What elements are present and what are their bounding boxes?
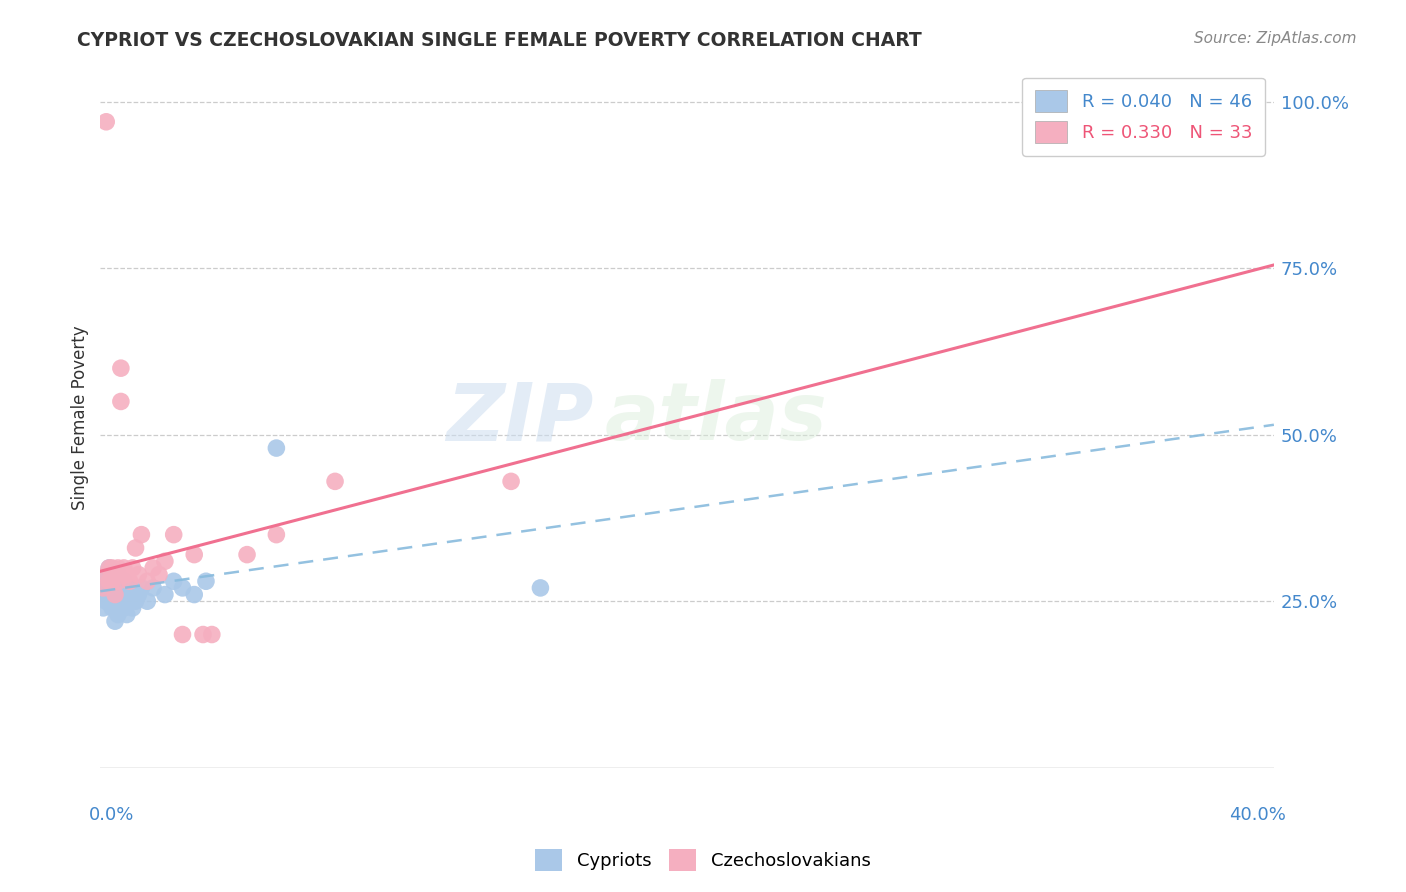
Point	[501, 475, 523, 489]
Point	[112, 588, 135, 602]
Text: 40.0%: 40.0%	[1229, 806, 1285, 824]
Point	[104, 600, 127, 615]
Text: 0.0%: 0.0%	[89, 806, 134, 824]
Point	[112, 574, 135, 589]
Legend: R = 0.040   N = 46, R = 0.330   N = 33: R = 0.040 N = 46, R = 0.330 N = 33	[1022, 78, 1265, 156]
Point	[124, 541, 146, 555]
Point	[91, 574, 114, 589]
Point	[153, 554, 176, 568]
Point	[91, 581, 114, 595]
Point	[323, 475, 346, 489]
Point	[118, 581, 141, 595]
Point	[101, 600, 124, 615]
Point	[96, 567, 118, 582]
Point	[118, 574, 141, 589]
Point	[124, 594, 146, 608]
Point	[101, 588, 124, 602]
Point	[104, 588, 127, 602]
Point	[172, 627, 194, 641]
Point	[98, 574, 121, 589]
Point	[104, 588, 127, 602]
Point	[201, 627, 224, 641]
Point	[131, 581, 153, 595]
Text: atlas: atlas	[605, 379, 828, 457]
Point	[136, 594, 159, 608]
Point	[110, 574, 132, 589]
Point	[172, 581, 194, 595]
Text: ZIP: ZIP	[446, 379, 593, 457]
Point	[266, 441, 288, 455]
Point	[98, 594, 121, 608]
Point	[107, 567, 129, 582]
Point	[104, 567, 127, 582]
Point	[148, 567, 170, 582]
Point	[131, 527, 153, 541]
Point	[96, 567, 118, 582]
Point	[163, 527, 186, 541]
Point	[127, 567, 149, 582]
Point	[266, 527, 288, 541]
Point	[121, 561, 143, 575]
Point	[136, 574, 159, 589]
Point	[183, 588, 205, 602]
Point	[127, 588, 149, 602]
Point	[121, 588, 143, 602]
Point	[91, 600, 114, 615]
Point	[110, 361, 132, 376]
Point	[101, 561, 124, 575]
Text: CYPRIOT VS CZECHOSLOVAKIAN SINGLE FEMALE POVERTY CORRELATION CHART: CYPRIOT VS CZECHOSLOVAKIAN SINGLE FEMALE…	[77, 31, 922, 50]
Point	[107, 561, 129, 575]
Point	[98, 561, 121, 575]
Legend: Cypriots, Czechoslovakians: Cypriots, Czechoslovakians	[529, 842, 877, 879]
Point	[107, 574, 129, 589]
Point	[142, 581, 165, 595]
Point	[194, 574, 217, 589]
Point	[115, 581, 138, 595]
Point	[91, 588, 114, 602]
Point	[163, 574, 186, 589]
Point	[183, 548, 205, 562]
Point	[153, 588, 176, 602]
Point	[142, 561, 165, 575]
Point	[107, 581, 129, 595]
Point	[104, 581, 127, 595]
Point	[101, 574, 124, 589]
Point	[107, 607, 129, 622]
Point	[529, 581, 551, 595]
Point	[107, 594, 129, 608]
Point	[236, 548, 259, 562]
Point	[110, 588, 132, 602]
Point	[121, 600, 143, 615]
Point	[112, 561, 135, 575]
Point	[115, 607, 138, 622]
Point	[98, 561, 121, 575]
Point	[96, 594, 118, 608]
Point	[96, 115, 118, 129]
Text: Source: ZipAtlas.com: Source: ZipAtlas.com	[1194, 31, 1357, 46]
Point	[104, 567, 127, 582]
Point	[104, 614, 127, 628]
Point	[98, 581, 121, 595]
Point	[110, 600, 132, 615]
Point	[118, 594, 141, 608]
Point	[112, 600, 135, 615]
Point	[110, 394, 132, 409]
Y-axis label: Single Female Poverty: Single Female Poverty	[72, 326, 89, 510]
Point	[191, 627, 214, 641]
Point	[115, 567, 138, 582]
Point	[96, 581, 118, 595]
Point	[91, 581, 114, 595]
Point	[101, 574, 124, 589]
